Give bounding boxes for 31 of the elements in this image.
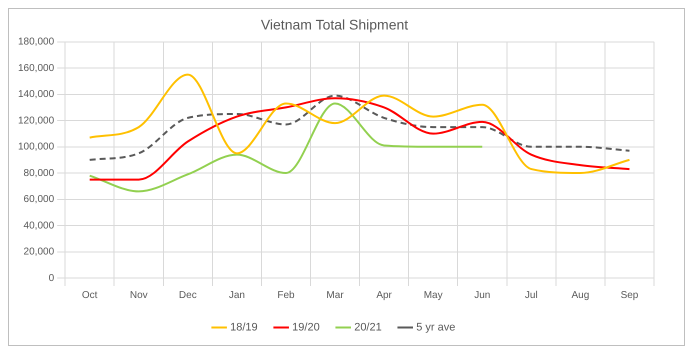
- x-tick-label: Jul: [524, 290, 538, 301]
- line-series: [88, 97, 630, 181]
- x-tick-label: Mar: [326, 290, 344, 301]
- x-tick-label: Aug: [571, 290, 590, 301]
- y-tick-label: 120,000: [18, 115, 55, 126]
- y-tick-label: 80,000: [24, 168, 55, 179]
- x-tick-label: Dec: [178, 290, 197, 301]
- y-tick-label: 100,000: [18, 142, 55, 153]
- legend-label: 5 yr ave: [416, 322, 456, 334]
- y-tick-label: 20,000: [24, 246, 55, 258]
- x-tick-label: May: [424, 290, 443, 301]
- x-tick-label: Jan: [228, 290, 245, 301]
- legend-label: 19/20: [292, 322, 320, 334]
- legend-label: 18/19: [230, 322, 258, 334]
- y-tick-label: 40,000: [24, 220, 55, 232]
- line-series: [88, 74, 630, 174]
- chart-title: Vietnam Total Shipment: [260, 16, 408, 32]
- x-tick-label: Sep: [620, 290, 639, 301]
- y-tick-label: 140,000: [18, 89, 55, 100]
- x-tick-label: Apr: [376, 290, 393, 301]
- x-tick-label: Nov: [130, 290, 148, 301]
- line-series: [88, 102, 484, 192]
- y-tick-label: 180,000: [18, 36, 55, 48]
- line-series: [88, 94, 630, 161]
- y-tick-label: 160,000: [18, 62, 55, 74]
- y-tick-label: 0: [48, 272, 55, 284]
- legend-label: 20/21: [354, 322, 382, 334]
- x-tick-label: Oct: [82, 290, 98, 301]
- x-tick-label: Feb: [277, 290, 296, 301]
- y-tick-label: 60,000: [24, 194, 55, 206]
- x-tick-label: Jun: [474, 290, 490, 301]
